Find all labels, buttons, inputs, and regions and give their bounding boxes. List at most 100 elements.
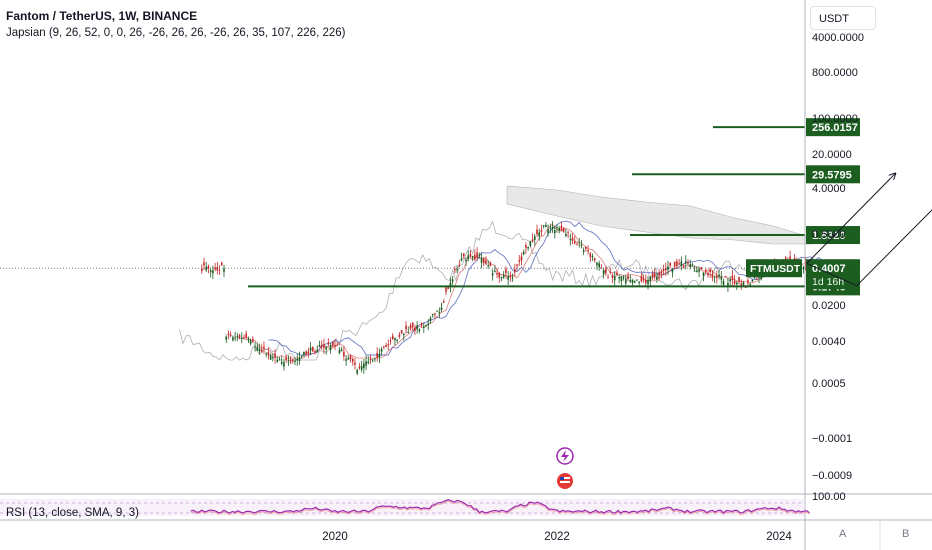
event-markers[interactable] — [556, 447, 574, 489]
candle-body — [431, 313, 434, 315]
conversion-line — [245, 223, 824, 359]
candle-body — [585, 246, 587, 249]
candle-body — [733, 280, 736, 284]
candle-body — [278, 359, 281, 361]
candle-body — [638, 281, 640, 283]
candle-body — [207, 265, 210, 268]
candle-body — [423, 326, 425, 328]
candle-body — [345, 359, 347, 361]
candle-body — [272, 357, 274, 359]
candle-body — [580, 244, 583, 246]
candle-body — [680, 261, 683, 267]
b-scale-button[interactable]: B — [902, 528, 910, 540]
candle-body — [414, 327, 416, 332]
candle-body — [300, 355, 303, 358]
candle-body — [607, 276, 609, 278]
candle-body — [440, 307, 443, 311]
candle-body — [420, 323, 423, 326]
symbol-tag — [746, 259, 802, 278]
candle-body — [285, 357, 287, 361]
candle-body — [303, 352, 305, 356]
candle-body — [434, 313, 436, 315]
candle-body — [567, 231, 569, 233]
candle-body — [451, 279, 454, 282]
y-tick-label: 4000.0000 — [812, 32, 864, 44]
candle-body — [629, 280, 632, 282]
candle-body — [562, 227, 565, 232]
candle-body — [243, 337, 245, 339]
y-tick-label: −0.0001 — [812, 433, 852, 445]
candle-body — [391, 335, 394, 340]
indicator-legend[interactable]: Japsian (9, 26, 52, 0, 0, 26, -26, 26, 2… — [6, 27, 346, 39]
candle-body — [547, 229, 549, 234]
candle-body — [802, 267, 805, 270]
candle-body — [700, 267, 703, 269]
candle-body — [447, 285, 450, 289]
candle-body — [407, 332, 410, 334]
candle-body — [356, 369, 358, 374]
candle-body — [438, 312, 441, 314]
candle-body — [804, 262, 807, 266]
candle-body — [756, 278, 758, 280]
candle-body — [693, 270, 696, 272]
candle-body — [469, 253, 472, 257]
candle-body — [560, 225, 563, 231]
candle-body — [254, 346, 256, 348]
projection-arrows — [806, 173, 932, 287]
candle-body — [474, 254, 476, 260]
candle-body — [307, 351, 310, 354]
candle-body — [462, 253, 465, 257]
time-axis: 20202022202420262028 — [322, 531, 792, 543]
candle-body — [456, 269, 458, 271]
rsi-pane: 100.00 — [0, 491, 846, 516]
candle-body — [316, 350, 319, 353]
candle-body — [329, 345, 332, 351]
rsi-legend[interactable]: RSI (13, close, SMA, 9, 3) — [6, 507, 139, 519]
candle-body — [516, 264, 518, 266]
price-levels: 256.015729.57951.83200.1746FTMUSDT0.4007… — [0, 118, 860, 296]
candle-body — [494, 270, 496, 272]
candle-body — [418, 329, 421, 332]
candle-body — [709, 269, 711, 273]
candle-body — [400, 329, 403, 334]
chart-title: Fantom / TetherUS, 1W, BINANCE — [6, 9, 198, 23]
candle-body — [542, 225, 545, 227]
y-tick-label: 4.0000 — [812, 183, 846, 195]
candle-body — [331, 342, 334, 347]
flag-stripe — [560, 477, 570, 479]
level-tag-target-3 — [806, 118, 860, 137]
candle-body — [263, 346, 265, 349]
candle-body — [403, 333, 405, 336]
candle-body — [374, 358, 376, 360]
candle-body — [576, 244, 578, 246]
candle-body — [376, 352, 378, 358]
y-tick-label: 100.0000 — [812, 113, 858, 125]
candle-body — [260, 350, 263, 353]
candle-body — [340, 349, 343, 351]
candle-body — [538, 232, 541, 237]
candle-body — [487, 265, 489, 267]
auto-scale-button[interactable]: A — [839, 528, 847, 540]
candle-body — [476, 252, 478, 258]
candle-body — [209, 270, 212, 273]
flag-canton — [560, 477, 564, 480]
candle-body — [736, 282, 738, 285]
candle-body — [398, 334, 401, 337]
ichimoku-lines — [179, 220, 833, 361]
candle-body — [602, 270, 605, 275]
candle-body — [287, 360, 290, 362]
candle-body — [425, 324, 427, 326]
y-tick-label: −0.0009 — [812, 470, 852, 482]
candle-body — [549, 227, 552, 229]
candle-body — [731, 275, 734, 280]
candle-body — [527, 246, 529, 249]
candle-body — [354, 362, 356, 365]
currency-button[interactable]: USDT — [810, 6, 876, 30]
candle-body — [622, 277, 625, 279]
candle-body — [232, 337, 234, 341]
candle-body — [289, 359, 292, 362]
level-tag-target-1 — [806, 226, 860, 245]
candle-body — [627, 275, 629, 279]
rsi-signal — [190, 500, 810, 515]
